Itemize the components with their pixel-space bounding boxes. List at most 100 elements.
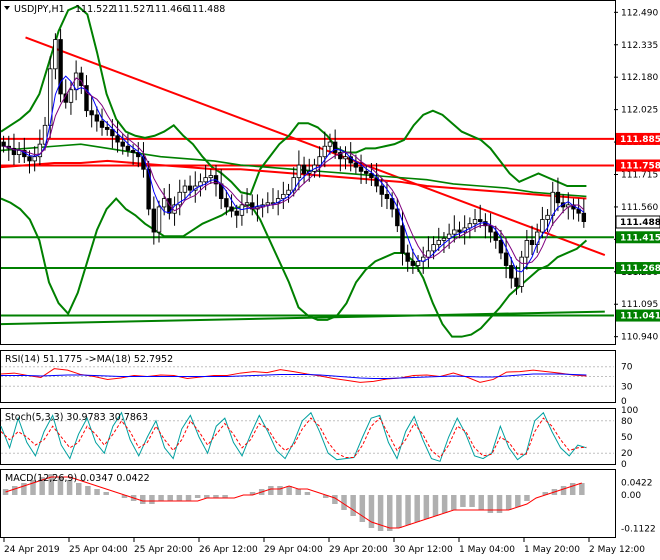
candle-body (42, 124, 48, 145)
candle-body (343, 156, 348, 160)
candle-body (384, 193, 390, 199)
price-tick-label: 112.025 (621, 106, 658, 116)
candle-body (514, 277, 519, 287)
macd-title: MACD(12,26,9) 0.0347 0.0422 (5, 473, 150, 484)
fast-ma-purple (3, 77, 585, 264)
candle-body (32, 156, 37, 162)
candle-body (115, 135, 120, 143)
candle-body (99, 120, 105, 128)
candle-body (265, 202, 271, 206)
candle-body (130, 150, 136, 153)
candle-body (498, 240, 504, 254)
candle-body (136, 152, 141, 158)
price-tick-label: 111.095 (621, 300, 658, 310)
candle-body (322, 145, 328, 158)
time-tick-label: 1 May 04:00 (459, 545, 515, 555)
candle-body (364, 170, 369, 174)
candle-body (358, 166, 364, 172)
ohlc-high: 111.527 (112, 4, 151, 15)
candle-body (446, 233, 452, 239)
price-tag-label: 111.041 (620, 312, 660, 322)
fast-ma-blue (3, 75, 585, 273)
macd-pane (0, 469, 616, 538)
candle-body (338, 152, 343, 160)
candle-body (125, 145, 131, 151)
price-tag-label: 111.488 (620, 218, 660, 228)
candle-body (229, 206, 234, 212)
price-tag-box (615, 215, 660, 229)
candle-body (317, 156, 322, 166)
candle-body (441, 237, 447, 241)
stoch-tick-label: 0 (621, 460, 627, 470)
candle-body (53, 39, 58, 70)
stoch-d-line (0, 417, 587, 459)
candle-body (296, 164, 302, 179)
time-tick-label: 25 Apr 04:00 (69, 545, 128, 555)
time-tick-label: 25 Apr 20:00 (134, 545, 193, 555)
candle-body (452, 229, 457, 235)
macd-plot-layer (2, 474, 585, 531)
price-tick-label: 110.940 (621, 333, 658, 343)
candle-body (239, 204, 245, 216)
candle-body (286, 189, 291, 195)
collapse-triangle-icon[interactable] (4, 6, 10, 10)
candle-body (203, 177, 208, 183)
candle-body (156, 206, 162, 233)
axis-labels-layer: 112.490112.335112.180112.025111.870111.7… (3, 8, 660, 555)
candle-body (94, 114, 100, 122)
price-tag-box (616, 262, 660, 275)
rsi-tick-label: 0 (621, 397, 627, 407)
trendline-1 (0, 310, 605, 326)
candle-body (151, 208, 157, 233)
candle-body (89, 110, 94, 116)
candle-body (332, 141, 338, 153)
rsi-tick-label: 30 (621, 382, 633, 392)
candle-body (415, 260, 421, 266)
time-tick-label: 29 Apr 20:00 (329, 545, 388, 555)
candle-body (11, 147, 17, 156)
ohlc-low: 111.466 (149, 4, 188, 15)
candle-body (379, 185, 384, 195)
candle-body (400, 225, 405, 254)
macd-tick-label: -0.1122 (621, 525, 656, 535)
candle-body (161, 198, 167, 208)
candle-body (37, 143, 43, 158)
candle-body (348, 156, 353, 164)
candle-body (540, 219, 545, 233)
candle-body (389, 198, 395, 210)
candle-body (84, 85, 89, 112)
ohlc-open: 111.522 (75, 4, 114, 15)
price-tag-label: 111.415 (620, 233, 660, 243)
stoch-tick-label: 80 (621, 417, 633, 427)
time-tick-label: 24 Apr 2019 (4, 545, 60, 555)
price-tag-box (616, 231, 660, 244)
candle-body (555, 191, 561, 204)
rsi-plot-layer (0, 366, 614, 387)
candle-body (68, 89, 74, 103)
price-tick-label: 112.335 (621, 41, 658, 51)
candle-body (477, 219, 483, 222)
candle-body (581, 212, 587, 222)
candle-body (369, 173, 374, 179)
time-tick-label: 26 Apr 12:00 (199, 545, 258, 555)
macd-tick-label: 0.0422 (621, 478, 653, 488)
candle-body (524, 240, 530, 258)
candle-body (244, 202, 250, 206)
candle-body (410, 260, 416, 266)
bollinger-lower (0, 197, 588, 338)
price-tick-label: 112.180 (621, 73, 658, 83)
time-tick-label: 29 Apr 04:00 (264, 545, 323, 555)
bollinger-upper (0, 4, 587, 196)
time-tick-label: 1 May 20:00 (524, 545, 580, 555)
price-tag-box (616, 309, 660, 322)
candle-body (146, 168, 151, 210)
candle-body (431, 244, 436, 252)
symbol-title: USDJPY,H1 (14, 4, 65, 15)
candle-body (550, 191, 555, 216)
ohlc-close: 111.488 (186, 4, 225, 15)
candle-body (472, 219, 478, 225)
candle-body (182, 185, 188, 193)
candle-body (167, 198, 172, 214)
